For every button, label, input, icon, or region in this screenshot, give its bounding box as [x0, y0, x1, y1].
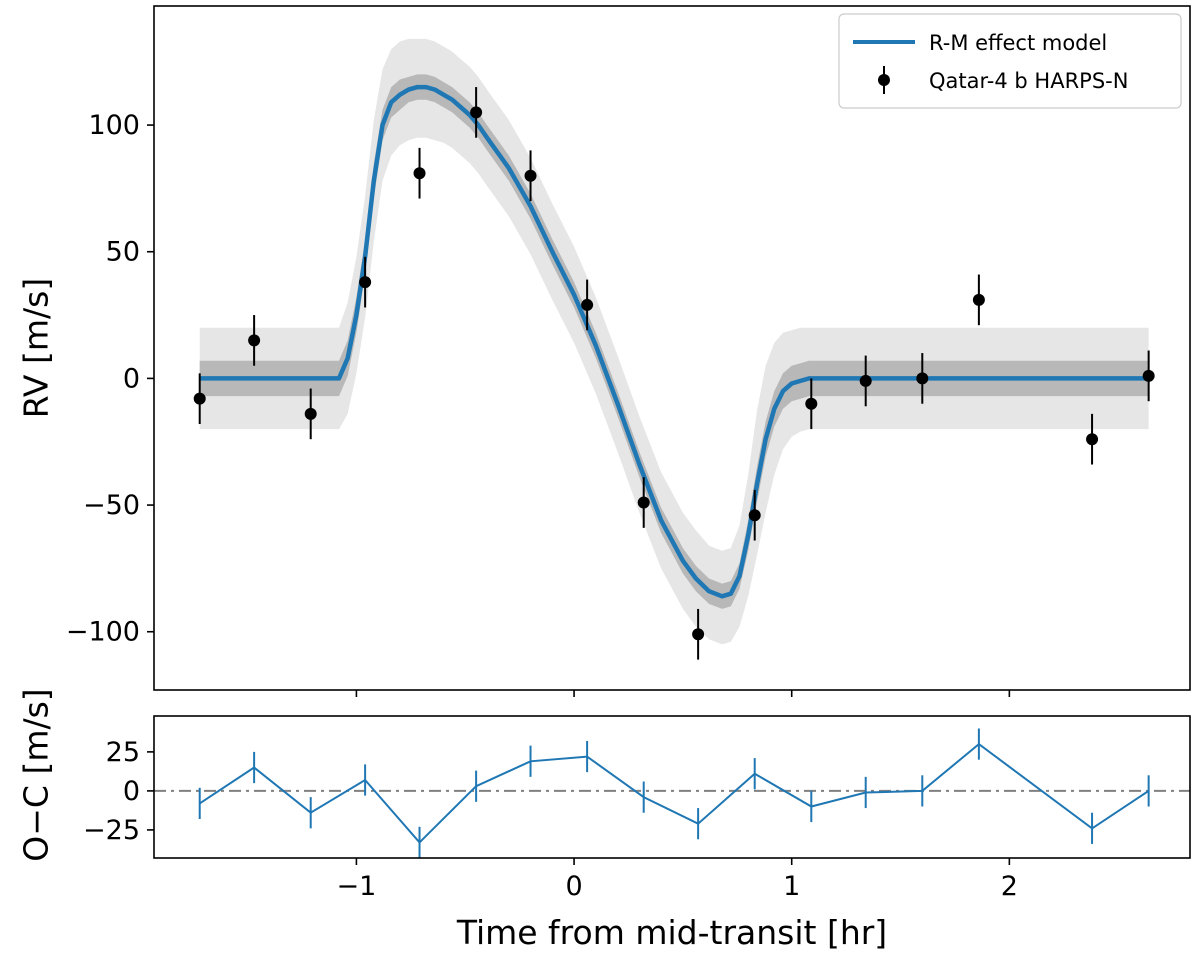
rv-point — [413, 167, 426, 180]
rv-point — [1142, 369, 1155, 382]
residuals-y-axis-label: O−C [m/s] — [17, 688, 56, 861]
legend: R-M effect model Qatar-4 b HARPS-N — [838, 13, 1182, 109]
uncertainty-bands — [199, 38, 1149, 645]
residual-line — [199, 742, 1150, 844]
band-outer — [199, 38, 1149, 645]
x-tick-label: 0 — [565, 871, 582, 902]
rv-point — [581, 298, 594, 311]
x-tick-label: 2 — [1001, 871, 1018, 902]
rv-point — [748, 509, 761, 522]
rv-y-axis-label: RV [m/s] — [17, 278, 56, 418]
rv-point — [859, 374, 872, 387]
legend-model-label: R-M effect model — [929, 31, 1107, 55]
rv-point — [692, 628, 705, 641]
rv-point — [805, 397, 818, 410]
residuals-x-ticks: −1 0 1 2 — [337, 858, 1018, 902]
residuals-y-tick-label: 0 — [123, 776, 140, 807]
rv-y-tick-label: 0 — [123, 363, 140, 394]
legend-data-label: Qatar-4 b HARPS-N — [929, 69, 1128, 93]
rv-y-tick-label: 100 — [88, 110, 140, 141]
legend-box — [838, 13, 1182, 109]
rv-point — [916, 372, 929, 385]
rv-y-tick-label: −50 — [83, 490, 140, 521]
residuals-plot-frame — [153, 715, 1191, 859]
model-curve — [199, 84, 1149, 599]
rv-plot-frame — [153, 5, 1191, 691]
legend-data-marker-swatch — [878, 74, 890, 86]
rv-y-ticks: −100 −50 0 50 100 — [66, 110, 154, 648]
residual-series — [198, 728, 1150, 858]
residuals-y-ticks: −25 0 25 — [83, 737, 154, 846]
rv-y-tick-label: 50 — [106, 237, 140, 268]
residuals-y-tick-label: 25 — [106, 737, 140, 768]
rv-point — [470, 106, 483, 119]
x-axis-label: Time from mid-transit [hr] — [456, 913, 887, 952]
rv-point — [637, 496, 650, 509]
x-tick-label: 1 — [783, 871, 800, 902]
x-tick-label: −1 — [337, 871, 377, 902]
rv-point — [1086, 433, 1099, 446]
rv-x-ticks — [355, 690, 1011, 697]
rv-point — [524, 169, 537, 182]
rv-point — [359, 276, 372, 289]
rv-point — [304, 407, 317, 420]
rv-point — [193, 392, 206, 405]
rv-point — [972, 293, 985, 306]
rv-y-tick-label: −100 — [66, 617, 140, 648]
rv-panel: −100 −50 0 50 100 RV [m/s] R-M effect model … — [17, 5, 1191, 697]
model-curve-group — [199, 84, 1149, 599]
rv-point — [248, 334, 261, 347]
rv-data-points — [193, 87, 1155, 660]
residuals-y-tick-label: −25 — [83, 815, 140, 846]
residuals-panel: −25 0 25 −1 0 1 2 O−C [m/s] Time from mid-tra… — [17, 688, 1191, 952]
